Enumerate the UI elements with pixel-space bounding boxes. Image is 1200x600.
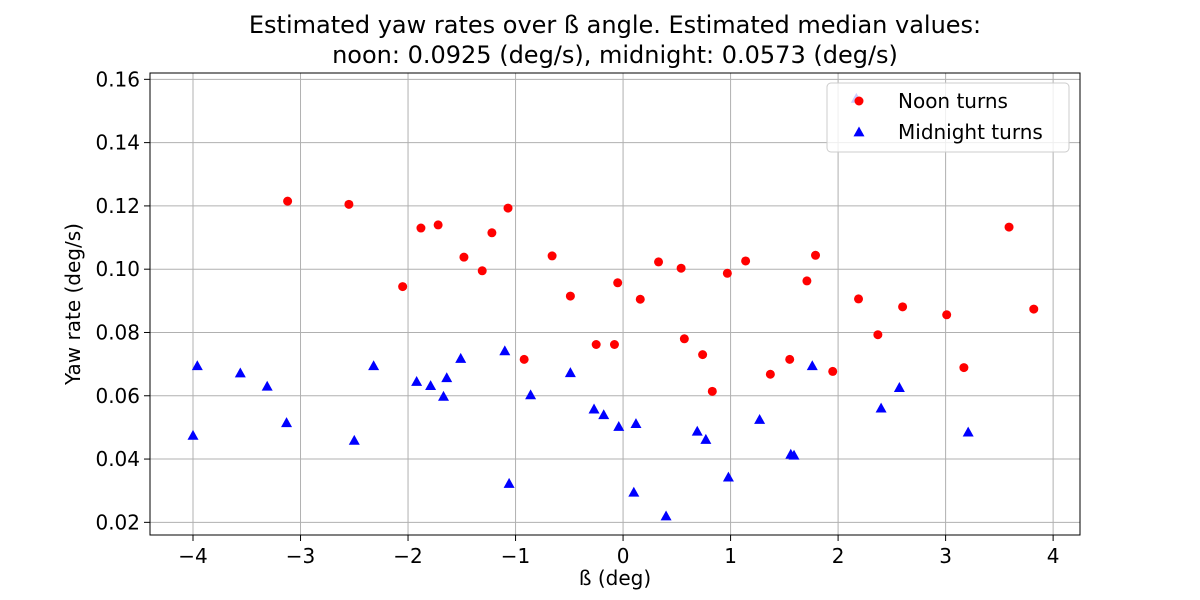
midnight-turn-point	[425, 380, 437, 391]
chart-subtitle: noon: 0.0925 (deg/s), midnight: 0.0573 (…	[332, 41, 898, 69]
midnight-turn-point	[499, 345, 511, 356]
legend-entry: Midnight turns	[898, 120, 1043, 144]
x-tick-label: 0	[617, 544, 630, 568]
noon-turn-point	[898, 302, 908, 312]
noon-turn-point	[873, 330, 883, 340]
noon-turn-point	[654, 257, 664, 267]
noon-turn-point	[811, 250, 821, 260]
noon-turn-point	[416, 223, 426, 233]
midnight-turn-point	[441, 372, 453, 383]
midnight-turn-point	[455, 352, 467, 363]
y-axis-label: Yaw rate (deg/s)	[61, 223, 85, 386]
legend-box	[826, 82, 1070, 153]
noon-turn-point	[503, 203, 513, 213]
noon-turn-point	[433, 220, 443, 230]
legend-entry: Noon turns	[898, 89, 1008, 113]
midnight-turn-point	[628, 486, 640, 497]
noon-turn-point	[1029, 304, 1039, 314]
noon-turn-point	[477, 266, 487, 276]
noon-turn-point	[698, 350, 708, 360]
noon-turn-point	[547, 251, 557, 261]
midnight-turn-point	[691, 425, 703, 436]
y-tick-label: 0.10	[95, 257, 140, 281]
y-tick-label: 0.14	[95, 131, 140, 155]
midnight-turn-point	[875, 402, 887, 413]
midnight-turn-point	[613, 420, 625, 431]
y-tick-label: 0.16	[95, 67, 140, 91]
midnight-turn-point	[525, 389, 537, 400]
x-tick-label: 2	[832, 544, 845, 568]
noon-turn-point	[487, 228, 497, 238]
midnight-turn-point	[503, 477, 515, 488]
data-points	[187, 92, 1039, 521]
noon-turn-point	[959, 363, 969, 373]
midnight-turn-point	[348, 434, 360, 445]
noon-turn-point	[344, 199, 354, 209]
noon-turn-point	[635, 294, 645, 304]
y-tick-label: 0.08	[95, 320, 140, 344]
x-tick-label: −3	[286, 544, 315, 568]
midnight-turn-point	[660, 510, 672, 521]
midnight-turn-point	[788, 449, 800, 460]
noon-turn-point	[741, 256, 751, 266]
noon-turn-point	[802, 276, 812, 286]
midnight-turn-point	[191, 360, 203, 371]
noon-turn-point	[519, 354, 529, 364]
noon-turn-point	[942, 310, 952, 320]
midnight-turn-point	[564, 367, 576, 378]
midnight-turn-point	[411, 376, 423, 386]
noon-turn-point	[609, 340, 619, 350]
midnight-turn-point	[893, 382, 905, 392]
midnight-turn-point	[438, 390, 450, 401]
legend-midnight-marker	[853, 126, 865, 137]
noon-turn-point	[459, 252, 469, 262]
legend: Noon turns Midnight turns	[826, 82, 1070, 153]
plot-area-frame	[149, 72, 1081, 536]
noon-turn-point	[613, 278, 623, 288]
axis-ticks: −4 −3 −2 −1 0 1 2 3 4 0.02 0.04 0.06 0.08 0.10 0.12 0.1…	[95, 67, 1059, 568]
noon-turn-point	[565, 291, 575, 301]
midnight-turn-point	[722, 471, 734, 482]
noon-turn-point	[398, 282, 408, 292]
y-tick-label: 0.04	[95, 447, 140, 471]
grid	[150, 73, 1080, 535]
midnight-turn-point	[281, 417, 293, 428]
y-tick-label: 0.06	[95, 384, 140, 408]
noon-turn-point	[707, 386, 717, 396]
midnight-turn-point	[700, 433, 712, 444]
noon-turn-point	[828, 366, 838, 376]
x-tick-label: −2	[393, 544, 422, 568]
noon-turn-point	[679, 334, 689, 344]
midnight-turn-point	[754, 414, 766, 424]
x-tick-label: 4	[1047, 544, 1060, 568]
midnight-turn-point	[962, 426, 974, 437]
noon-turn-point	[1004, 222, 1014, 232]
x-tick-label: 1	[724, 544, 737, 568]
noon-turn-point	[722, 268, 732, 278]
midnight-turn-point	[261, 380, 273, 391]
x-tick-label: −1	[501, 544, 530, 568]
midnight-turn-point	[598, 409, 610, 420]
x-tick-label: −4	[178, 544, 207, 568]
y-tick-label: 0.02	[95, 510, 140, 534]
noon-turn-point	[854, 294, 864, 304]
x-tick-label: 3	[939, 544, 952, 568]
x-axis-label: ß (deg)	[579, 566, 651, 590]
chart-title: Estimated yaw rates over ß angle. Estima…	[249, 11, 981, 39]
midnight-turn-point	[588, 403, 600, 414]
noon-turn-point	[283, 196, 293, 206]
noon-turn-point	[591, 340, 601, 350]
midnight-turn-point	[806, 360, 818, 371]
midnight-turn-point	[187, 429, 199, 440]
midnight-turn-point	[368, 360, 380, 371]
midnight-turn-point	[234, 367, 246, 378]
midnight-turn-point	[630, 418, 642, 429]
noon-turn-point	[676, 263, 686, 273]
legend-noon-marker	[854, 96, 864, 106]
noon-turn-point	[785, 354, 795, 364]
y-tick-label: 0.12	[95, 194, 140, 218]
noon-turn-point	[765, 369, 775, 379]
